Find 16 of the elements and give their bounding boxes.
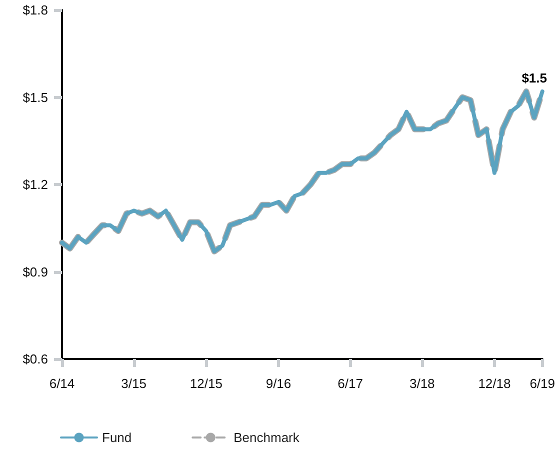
x-tick-label: 6/19	[530, 376, 556, 391]
x-tick-label: 12/18	[478, 376, 511, 391]
x-tick-label: 3/18	[409, 376, 435, 391]
x-tick-label: 9/16	[266, 376, 292, 391]
y-tick-label: $1.8	[22, 2, 48, 18]
y-tick-label: $0.9	[22, 264, 48, 280]
y-tick-label: $1.5	[22, 90, 48, 105]
annotation: $1.5	[522, 70, 548, 86]
x-tick-label: 3/15	[121, 376, 146, 391]
legend-label: Benchmark	[234, 430, 300, 445]
x-tick-label: 12/15	[190, 376, 222, 391]
y-tick-label: $1.2	[22, 177, 48, 192]
legend-label: Fund	[102, 430, 132, 445]
y-tick-label: $0.6	[22, 352, 48, 366]
x-tick-label: 6/14	[49, 376, 75, 391]
x-tick-label: 6/17	[338, 376, 363, 391]
